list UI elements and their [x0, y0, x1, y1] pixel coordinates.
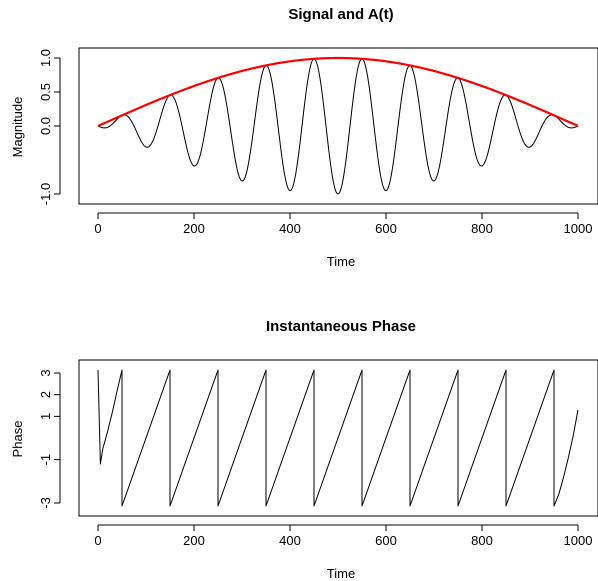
- signal-line: [97, 58, 579, 195]
- y-tick-label: -1.0: [38, 183, 53, 205]
- y-tick-label: 0.5: [38, 83, 53, 101]
- signal-panel: Signal and A(t) Time Magnitude 0 200 400 60…: [10, 6, 598, 269]
- x-tick-label: 400: [279, 221, 301, 236]
- signal-chart-title: Signal and A(t): [288, 6, 393, 23]
- phase-line: [97, 369, 579, 507]
- x-tick-label: 0: [94, 533, 101, 548]
- envelope-line: [97, 56, 579, 128]
- x-tick-label: 0: [94, 221, 101, 236]
- phase-plot-frame: [78, 359, 598, 517]
- phase-y-ticks: -3 -1 1 2 3: [38, 369, 61, 509]
- x-tick-label: 600: [375, 221, 397, 236]
- x-tick-label: 200: [183, 533, 205, 548]
- x-tick-label: 200: [183, 221, 205, 236]
- x-tick-label: 400: [279, 533, 301, 548]
- x-tick-label: 600: [375, 533, 397, 548]
- y-tick-label: -1: [38, 454, 53, 466]
- signal-series-group: [97, 56, 579, 195]
- x-tick-label: 800: [471, 533, 493, 548]
- x-tick-label: 1000: [564, 533, 593, 548]
- y-tick-label: 3: [38, 369, 53, 376]
- x-tick-label: 1000: [564, 221, 593, 236]
- phase-x-axis-label: Time: [327, 566, 355, 581]
- y-tick-label: 1: [38, 413, 53, 420]
- y-tick-label: 0.0: [38, 117, 53, 135]
- signal-x-ticks: 0 200 400 600 800 1000: [94, 212, 593, 236]
- x-tick-label: 800: [471, 221, 493, 236]
- phase-x-ticks: 0 200 400 600 800 1000: [94, 524, 593, 548]
- phase-series-group: [97, 369, 579, 507]
- signal-y-ticks: -1.0 0.0 0.5 1.0: [38, 49, 61, 205]
- signal-plot-frame: [78, 47, 598, 205]
- phase-chart-title: Instantaneous Phase: [266, 318, 416, 335]
- signal-x-axis-label: Time: [327, 254, 355, 269]
- phase-panel: Instantaneous Phase Time Phase 0 200 400 60…: [10, 318, 598, 581]
- signal-y-axis-label: Magnitude: [10, 97, 25, 158]
- y-tick-label: -3: [38, 497, 53, 509]
- y-tick-label: 1.0: [38, 49, 53, 67]
- phase-y-axis-label: Phase: [10, 421, 25, 458]
- y-tick-label: 2: [38, 391, 53, 398]
